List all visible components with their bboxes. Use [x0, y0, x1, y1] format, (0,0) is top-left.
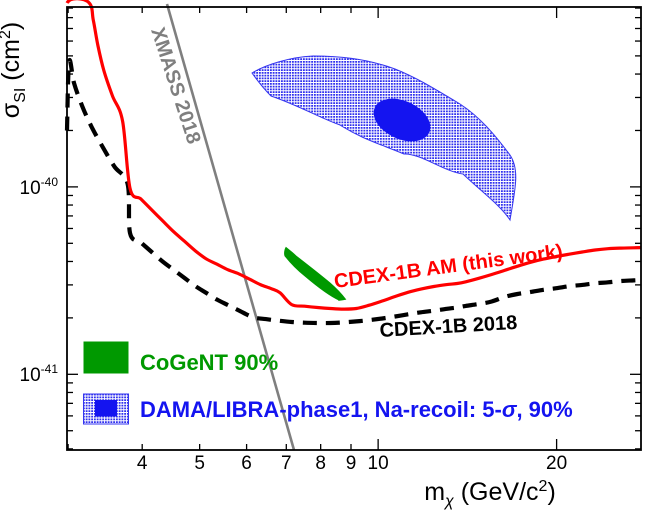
svg-text:8: 8	[315, 453, 326, 474]
svg-text:20: 20	[546, 453, 567, 474]
svg-text:CoGeNT 90%: CoGeNT 90%	[140, 350, 278, 375]
svg-text:7: 7	[281, 453, 292, 474]
svg-text:10-40: 10-40	[20, 175, 59, 199]
svg-text:4: 4	[137, 453, 148, 474]
svg-text:6: 6	[241, 453, 252, 474]
svg-text:mχ (GeV/c2): mχ (GeV/c2)	[424, 478, 556, 510]
svg-text:XMASS 2018: XMASS 2018	[146, 25, 204, 147]
svg-text:10: 10	[368, 453, 389, 474]
svg-text:10-41: 10-41	[20, 362, 59, 386]
svg-text:9: 9	[346, 453, 357, 474]
svg-text:σSI (cm2): σSI (cm2)	[0, 22, 29, 118]
svg-text:5: 5	[194, 453, 205, 474]
svg-text:DAMA/LIBRA-phase1, Na-recoil:: DAMA/LIBRA-phase1, Na-recoil: 5-σ, 90%	[140, 397, 573, 422]
